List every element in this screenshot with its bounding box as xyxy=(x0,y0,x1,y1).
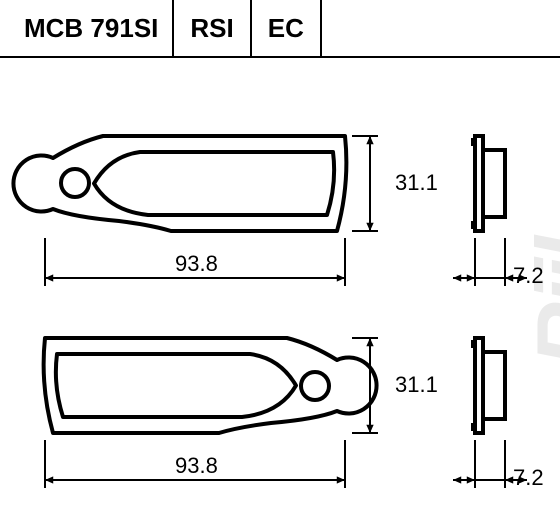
diagram-canvas: Riil 31.193.87.231.193.87.2 xyxy=(0,58,560,511)
profile-friction xyxy=(483,352,505,419)
dimension-label: 7.2 xyxy=(513,263,544,288)
variant-rsi-cell: RSI xyxy=(174,0,251,56)
variant-rsi-label: RSI xyxy=(190,13,233,44)
dimension-arrowhead xyxy=(45,274,53,281)
profile-nub xyxy=(471,138,475,146)
dimension-label: 31.1 xyxy=(395,170,438,195)
dimension-label: 31.1 xyxy=(395,372,438,397)
profile-friction xyxy=(483,150,505,217)
profile-nub xyxy=(471,221,475,229)
part-number-cell: MCB 791SI xyxy=(0,0,174,56)
dimension-arrowhead xyxy=(453,476,461,483)
technical-drawing: 31.1 93.8 7.2 31.1 93.8 7.2 xyxy=(0,58,560,511)
variant-ec-cell: EC xyxy=(252,0,322,56)
dimension-arrowhead xyxy=(366,425,373,433)
dimension-label: 93.8 xyxy=(175,251,218,276)
dimension-arrowhead xyxy=(45,476,53,483)
dimension-arrowhead xyxy=(337,476,345,483)
dimension-label: 7.2 xyxy=(513,465,544,490)
dimension-arrowhead xyxy=(366,136,373,144)
dimension-arrowhead xyxy=(505,274,513,281)
variant-ec-label: EC xyxy=(268,13,304,44)
header-row: MCB 791SI RSI EC xyxy=(0,0,560,58)
dimension-arrowhead xyxy=(453,274,461,281)
profile-nub xyxy=(471,340,475,348)
dimension-arrowhead xyxy=(505,476,513,483)
dimension-arrowhead xyxy=(467,274,475,281)
profile-nub xyxy=(471,423,475,431)
dimension-label: 93.8 xyxy=(175,453,218,478)
dimension-arrowhead xyxy=(366,338,373,346)
mounting-hole xyxy=(61,169,89,197)
dimension-arrowhead xyxy=(366,223,373,231)
part-number-label: MCB 791SI xyxy=(24,13,158,44)
mounting-hole xyxy=(301,372,329,400)
dimension-arrowhead xyxy=(467,476,475,483)
dimension-arrowhead xyxy=(337,274,345,281)
